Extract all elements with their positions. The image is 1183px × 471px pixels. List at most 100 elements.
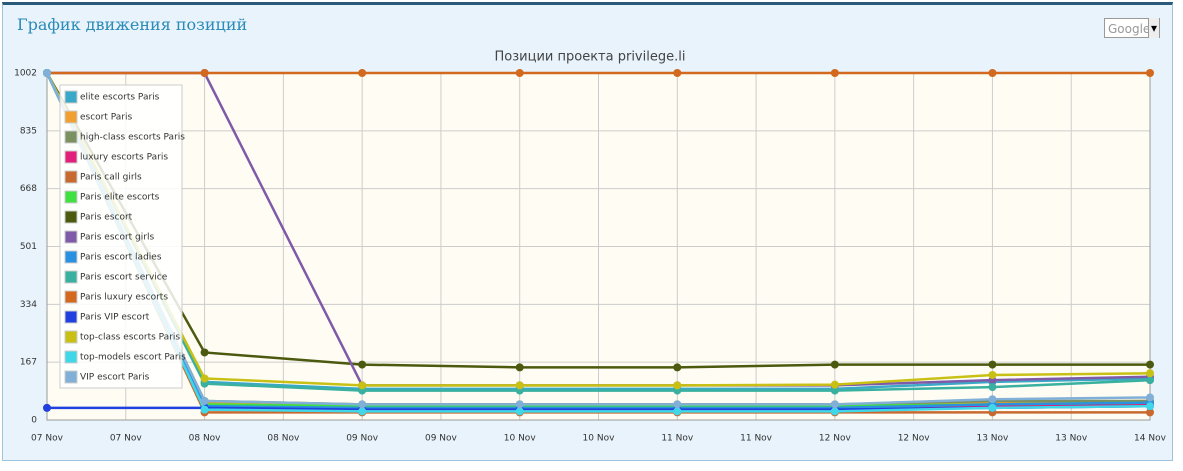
x-tick-label: 08 Nov (189, 434, 222, 444)
data-point (43, 403, 51, 412)
legend-label: Paris escort ladies (80, 253, 162, 263)
legend-swatch (64, 210, 78, 224)
legend-swatch (64, 370, 78, 384)
data-point (1146, 376, 1154, 385)
legend-swatch (64, 290, 78, 304)
legend: elite escorts Paris escort Paris high-clas… (59, 84, 186, 389)
legend-swatch (64, 330, 78, 344)
chart-title: Позиции проекта privilege.li (495, 50, 686, 65)
x-tick-label: 13 Nov (976, 434, 1009, 444)
legend-swatch (64, 270, 78, 284)
legend-label: Paris call girls (80, 173, 142, 183)
y-tick-label: 835 (20, 126, 37, 136)
x-tick-label: 09 Nov (346, 434, 379, 444)
legend-label: top-models escort Paris (80, 353, 186, 363)
legend-label: Paris VIP escort (80, 313, 150, 323)
data-point (830, 400, 839, 409)
legend-swatch (64, 110, 78, 124)
data-point (43, 69, 51, 77)
data-point (1146, 360, 1154, 369)
legend-label: Paris escort (80, 213, 133, 223)
x-tick-label: 12 Nov (898, 434, 931, 444)
data-point (515, 363, 524, 372)
data-point (988, 383, 997, 392)
legend-label: Paris escort girls (80, 233, 154, 243)
legend-label: escort Paris (80, 113, 133, 123)
data-point (358, 360, 367, 369)
data-point (673, 363, 682, 372)
data-point (200, 348, 209, 357)
legend-swatch (64, 90, 78, 104)
legend-swatch (64, 190, 78, 204)
legend-label: Paris luxury escorts (80, 293, 168, 303)
legend-swatch (64, 150, 78, 164)
data-point (830, 380, 839, 389)
legend-swatch (64, 350, 78, 364)
data-point (358, 407, 367, 416)
legend-label: top-class escorts Paris (80, 333, 180, 343)
x-tick-label: 10 Nov (583, 434, 616, 444)
series-line (45, 72, 1150, 369)
data-point (358, 69, 367, 77)
legend-label: high-class escorts Paris (80, 133, 185, 143)
data-point (988, 69, 997, 77)
data-point (200, 69, 209, 77)
data-point (1146, 408, 1154, 417)
panel-title: График движения позиций (17, 15, 248, 34)
data-point (673, 381, 682, 390)
data-point (515, 400, 524, 409)
legend-label: luxury escorts Paris (80, 153, 168, 163)
data-point (830, 69, 839, 77)
legend-box (59, 84, 183, 389)
series-line (45, 72, 1151, 413)
data-point (1146, 69, 1154, 77)
y-tick-label: 1002 (14, 69, 37, 79)
y-tick-label: 334 (20, 300, 37, 310)
x-tick-label: 10 Nov (504, 434, 537, 444)
legend-swatch (64, 130, 78, 144)
x-tick-label: 07 Nov (31, 434, 64, 444)
x-tick-label: 07 Nov (110, 434, 143, 444)
y-tick-label: 501 (20, 242, 37, 252)
x-tick-label: 11 Nov (661, 434, 694, 444)
data-point (515, 407, 524, 416)
data-point (988, 360, 997, 369)
x-tick-label: 13 Nov (1055, 434, 1088, 444)
legend-swatch (64, 310, 78, 324)
legend-label: Paris escort service (80, 273, 168, 283)
data-point (1146, 369, 1154, 378)
data-point (830, 407, 839, 416)
legend-swatch (64, 230, 78, 244)
data-point (358, 381, 367, 390)
x-tick-label: 11 Nov (740, 434, 773, 444)
legend-swatch (64, 250, 78, 264)
data-point (830, 360, 839, 369)
x-tick-label: 09 Nov (425, 434, 458, 444)
data-point (988, 403, 997, 412)
x-tick-label: 14 Nov (1134, 434, 1167, 444)
data-point (673, 400, 682, 409)
data-point (358, 400, 367, 409)
y-tick-label: 167 (20, 358, 37, 368)
x-tick-label: 08 Nov (267, 434, 300, 444)
data-point (200, 374, 209, 383)
legend-label: VIP escort Paris (80, 373, 150, 383)
series-line (45, 72, 1151, 387)
series-line (45, 72, 1151, 391)
x-tick-label: 12 Nov (819, 434, 852, 444)
y-tick-label: 0 (31, 416, 37, 426)
data-point (200, 396, 209, 405)
data-point (200, 405, 209, 414)
legend-swatch (64, 170, 78, 184)
data-point (988, 370, 997, 379)
data-point (515, 381, 524, 390)
data-point (515, 69, 524, 77)
data-point (988, 395, 997, 404)
engine-select[interactable]: Google (1104, 18, 1160, 38)
legend-label: elite escorts Paris (80, 93, 160, 103)
data-point (673, 407, 682, 416)
legend-label: Paris elite escorts (80, 193, 160, 203)
y-tick-label: 668 (20, 184, 37, 194)
